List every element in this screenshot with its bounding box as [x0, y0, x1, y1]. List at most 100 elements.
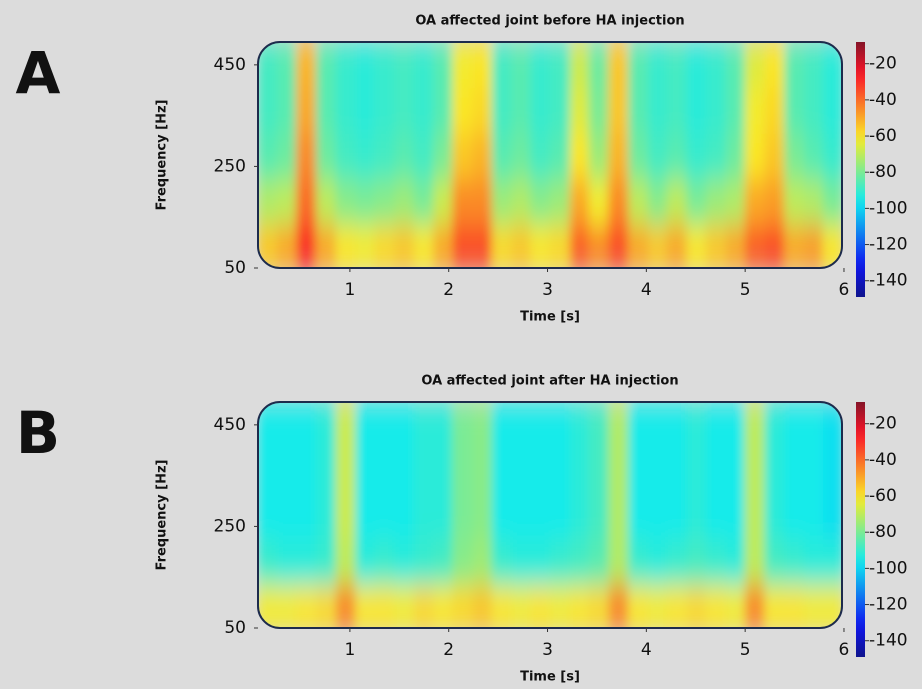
- heatmap-cell: [471, 584, 493, 628]
- heatmap-cell: [530, 584, 551, 628]
- heatmap-cell: [666, 132, 688, 180]
- y-axis-label: Frequency [Hz]: [155, 100, 170, 211]
- heatmap-cell: [315, 584, 337, 628]
- heatmap-cell: [471, 87, 493, 134]
- heatmap-cell: [433, 492, 455, 540]
- heatmap-cell: [647, 132, 669, 180]
- heatmap-cell: [725, 178, 747, 226]
- heatmap-cell: [803, 132, 825, 180]
- heatmap-cell: [277, 584, 299, 628]
- heatmap-cell: [549, 132, 571, 180]
- heatmap-cell: [822, 178, 842, 226]
- heatmap-cell: [803, 42, 825, 89]
- heatmap-cell: [433, 42, 455, 89]
- heatmap-cell: [296, 87, 317, 134]
- heatmap-cell: [706, 584, 727, 628]
- panel-label: A: [16, 39, 61, 107]
- heatmap-cell: [277, 538, 299, 586]
- x-tick-label: 6: [839, 280, 850, 300]
- heatmap-cell: [393, 132, 415, 180]
- heatmap-cell: [764, 584, 786, 628]
- heatmap-cell: [803, 492, 825, 540]
- heatmap-cell: [725, 42, 747, 89]
- heatmap-cell: [744, 492, 766, 540]
- heatmap-cell: [491, 178, 513, 226]
- heatmap-cell: [784, 178, 805, 226]
- heatmap-cell: [315, 42, 337, 89]
- heatmap-cell: [569, 538, 591, 586]
- heatmap-cell: [549, 492, 571, 540]
- heatmap-cell: [491, 538, 513, 586]
- heatmap-cell: [725, 402, 747, 449]
- heatmap-cell: [608, 132, 630, 180]
- heatmap-cell: [549, 402, 571, 449]
- heatmap-clip: [258, 42, 842, 268]
- colorbar-tick-label: -40: [869, 450, 897, 470]
- heatmap-cell: [744, 178, 766, 226]
- heatmap-cell: [784, 492, 805, 540]
- heatmap-cell: [296, 402, 317, 449]
- heatmap-cell: [588, 224, 610, 268]
- heatmap-cell: [315, 132, 337, 180]
- x-tick-label: 4: [641, 280, 652, 300]
- heatmap-cell: [822, 492, 842, 540]
- heatmap-cell: [744, 447, 766, 494]
- heatmap-cell: [491, 492, 513, 540]
- heatmap-cell: [706, 87, 727, 134]
- heatmap-cell: [335, 538, 357, 586]
- heatmap-cell: [588, 402, 610, 449]
- heatmap-cell: [822, 584, 842, 628]
- heatmap-cell: [511, 178, 533, 226]
- heatmap-cell: [471, 538, 493, 586]
- x-tick-label: 4: [641, 640, 652, 660]
- heatmap-cell: [277, 447, 299, 494]
- heatmap-cell: [706, 178, 727, 226]
- heatmap-cell: [686, 178, 708, 226]
- heatmap-cell: [511, 224, 533, 268]
- heatmap-cell: [471, 492, 493, 540]
- colorbar-tick-label: -140: [869, 631, 908, 651]
- heatmap-cell: [608, 87, 630, 134]
- heatmap-cell: [803, 87, 825, 134]
- heatmap-cell: [822, 132, 842, 180]
- heatmap-cell: [433, 584, 455, 628]
- heatmap-cell: [628, 87, 649, 134]
- colorbar-tick-label: -120: [869, 235, 908, 255]
- colorbar-tick-label: -120: [869, 595, 908, 615]
- heatmap-cell: [686, 447, 708, 494]
- heatmap-cell: [549, 447, 571, 494]
- heatmap-cell: [258, 132, 279, 180]
- heatmap-cell: [258, 178, 279, 226]
- heatmap-cell: [569, 42, 591, 89]
- heatmap-cell: [471, 402, 493, 449]
- heatmap-cell: [549, 538, 571, 586]
- heatmap-cell: [530, 132, 551, 180]
- heatmap-cell: [744, 402, 766, 449]
- y-tick-label: 450: [214, 55, 246, 75]
- heatmap-cell: [608, 42, 630, 89]
- heatmap-cell: [647, 224, 669, 268]
- colorbar-tick-label: -40: [869, 90, 897, 110]
- heatmap-cell: [764, 42, 786, 89]
- heatmap-cell: [374, 447, 395, 494]
- heatmap-cell: [706, 447, 727, 494]
- heatmap-cell: [784, 538, 805, 586]
- heatmap-cell: [277, 492, 299, 540]
- heatmap-cell: [433, 132, 455, 180]
- heatmap-cell: [491, 447, 513, 494]
- x-tick-label: 1: [344, 280, 355, 300]
- heatmap-cell: [647, 87, 669, 134]
- heatmap-cell: [374, 584, 395, 628]
- heatmap-cell: [511, 402, 533, 449]
- x-tick-label: 3: [542, 280, 553, 300]
- heatmap-clip: [258, 402, 842, 628]
- heatmap-cell: [452, 132, 473, 180]
- plot-frame: [257, 41, 843, 269]
- heatmap-cell: [803, 538, 825, 586]
- heatmap-cell: [277, 87, 299, 134]
- heatmap-cell: [569, 492, 591, 540]
- heatmap-cell: [628, 447, 649, 494]
- heatmap-cell: [549, 224, 571, 268]
- panel-label: B: [16, 399, 60, 467]
- heatmap-cell: [784, 224, 805, 268]
